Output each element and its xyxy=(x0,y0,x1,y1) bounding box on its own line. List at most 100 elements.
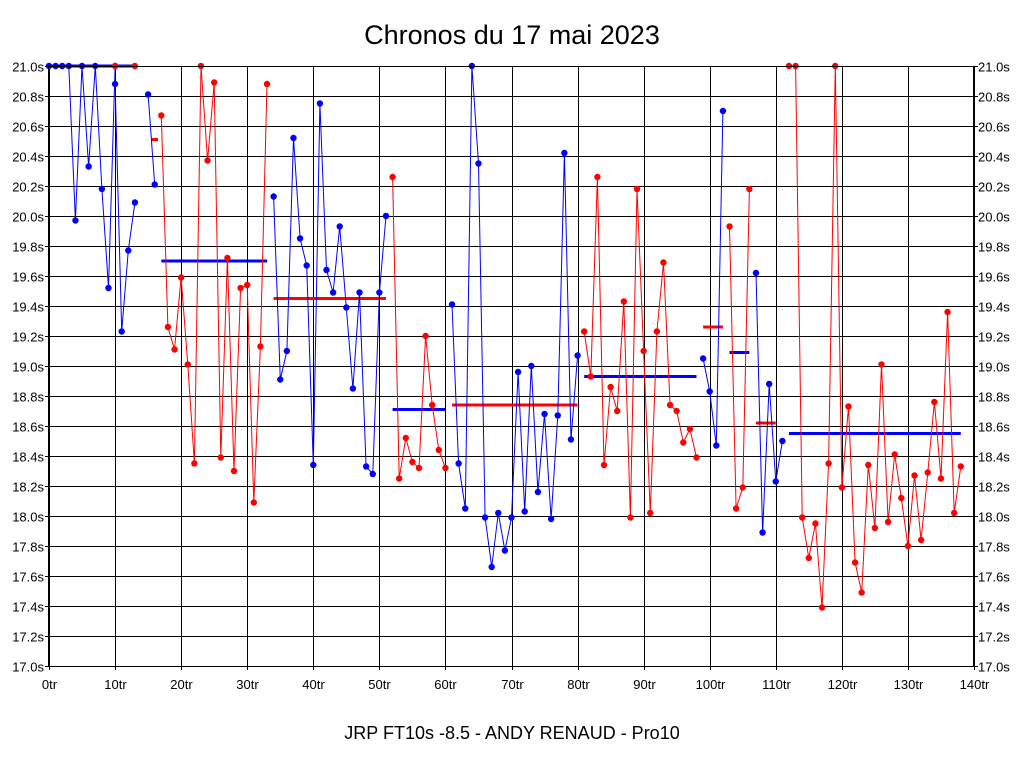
lap-time-point xyxy=(799,514,806,521)
lap-time-point xyxy=(838,484,846,491)
y-tick-label-left: 20.8s xyxy=(12,90,44,105)
x-tick-label: 70tr xyxy=(501,677,524,692)
lap-time-point xyxy=(323,266,330,274)
y-tick-label-right: 20.0s xyxy=(978,210,1010,225)
lap-time-point xyxy=(699,355,707,362)
lap-time-point xyxy=(362,463,370,470)
lap-time-point xyxy=(244,281,251,289)
lap-time-point xyxy=(224,254,231,262)
lap-time-point xyxy=(653,328,661,335)
lap-time-point xyxy=(904,542,912,550)
lap-time-point xyxy=(633,185,641,193)
lap-time-point xyxy=(587,373,594,380)
y-tick-label-right: 17.0s xyxy=(978,660,1010,675)
y-tick-label-right: 20.2s xyxy=(978,180,1010,195)
y-tick-label-right: 18.8s xyxy=(978,390,1010,405)
lap-time-point xyxy=(719,107,727,115)
lap-time-point xyxy=(237,284,244,292)
lap-time-point xyxy=(600,461,608,469)
lap-time-point xyxy=(567,436,575,443)
lap-time-point xyxy=(144,91,152,98)
y-tick-label-left: 19.2s xyxy=(12,330,44,345)
lap-time-point xyxy=(455,460,462,467)
lap-time-point xyxy=(660,259,667,266)
lap-time-point xyxy=(765,380,773,388)
lap-time-point xyxy=(865,461,872,469)
lap-time-point xyxy=(561,149,568,157)
lap-time-point xyxy=(818,604,826,611)
lap-time-point xyxy=(514,368,522,376)
lap-time-point xyxy=(752,269,760,277)
lap-time-point xyxy=(805,554,813,562)
lap-time-point xyxy=(98,185,106,193)
lap-time-point xyxy=(158,112,165,119)
lap-time-point xyxy=(825,460,832,467)
lap-time-point xyxy=(422,332,429,340)
y-tick-label-left: 20.0s xyxy=(12,210,44,225)
y-tick-label-left: 18.0s xyxy=(12,510,44,525)
lap-time-line xyxy=(49,65,116,289)
y-tick-label-left: 17.0s xyxy=(12,660,44,675)
y-tick-label-left: 18.4s xyxy=(12,450,44,465)
lap-time-point xyxy=(620,298,628,305)
lap-time-point xyxy=(495,509,502,517)
lap-time-point xyxy=(191,460,198,467)
x-tick-label: 30tr xyxy=(236,677,259,692)
y-tick-label-right: 18.0s xyxy=(978,510,1010,525)
y-tick-label-left: 20.6s xyxy=(12,120,44,135)
x-tick-label: 140tr xyxy=(960,677,990,692)
lap-time-point xyxy=(640,347,647,355)
lap-time-point xyxy=(290,134,297,142)
lap-time-line xyxy=(729,188,750,509)
lap-time-point xyxy=(376,289,383,296)
y-tick-label-right: 19.8s xyxy=(978,240,1010,255)
lap-time-point xyxy=(277,376,284,383)
lap-time-point xyxy=(263,80,271,88)
lap-time-point xyxy=(732,505,740,512)
y-tick-label-left: 19.8s xyxy=(12,240,44,255)
y-tick-label-left: 17.8s xyxy=(12,540,44,555)
lap-time-point xyxy=(171,346,178,353)
lap-time-point xyxy=(917,536,925,544)
y-tick-label-right: 17.4s xyxy=(978,600,1010,615)
lap-time-point xyxy=(898,494,905,502)
lap-time-point xyxy=(85,163,92,170)
y-tick-label-left: 20.4s xyxy=(12,150,44,165)
chart-title: Chronos du 17 mai 2023 xyxy=(364,20,660,50)
y-tick-label-left: 19.6s xyxy=(12,270,44,285)
lap-time-line xyxy=(147,94,156,185)
lap-time-point xyxy=(739,484,746,491)
y-tick-label-left: 21.0s xyxy=(12,60,44,75)
y-tick-label-left: 20.2s xyxy=(12,180,44,195)
lap-time-point xyxy=(105,284,112,292)
x-tick-label: 90tr xyxy=(633,677,656,692)
lap-time-point xyxy=(448,301,456,308)
lap-time-point xyxy=(369,470,376,478)
y-tick-label-left: 17.4s xyxy=(12,600,44,615)
plot-frame xyxy=(48,66,974,667)
lap-time-point xyxy=(541,410,548,418)
lap-time-point xyxy=(230,467,238,475)
y-tick-label-right: 20.4s xyxy=(978,150,1010,165)
lap-time-point xyxy=(349,385,357,392)
lap-time-point xyxy=(429,401,436,409)
lap-time-line xyxy=(114,83,136,332)
lap-time-point xyxy=(118,328,125,335)
lap-time-point xyxy=(435,446,443,454)
y-tick-label-right: 18.4s xyxy=(978,450,1010,465)
lap-time-point xyxy=(931,398,938,406)
lap-time-line xyxy=(451,65,579,568)
lap-time-point xyxy=(924,469,931,476)
y-tick-label-left: 18.2s xyxy=(12,480,44,495)
lap-time-point xyxy=(131,199,139,206)
lap-time-point xyxy=(614,407,621,415)
lap-time-point xyxy=(296,235,304,242)
y-tick-label-left: 17.6s xyxy=(12,570,44,585)
x-tick-label: 130tr xyxy=(894,677,924,692)
lap-time-point xyxy=(329,289,337,296)
lap-time-point xyxy=(217,454,224,461)
lap-time-point xyxy=(547,515,555,523)
lap-time-point xyxy=(937,475,945,482)
mean-lines xyxy=(49,64,961,435)
x-tick-label: 80tr xyxy=(567,677,590,692)
